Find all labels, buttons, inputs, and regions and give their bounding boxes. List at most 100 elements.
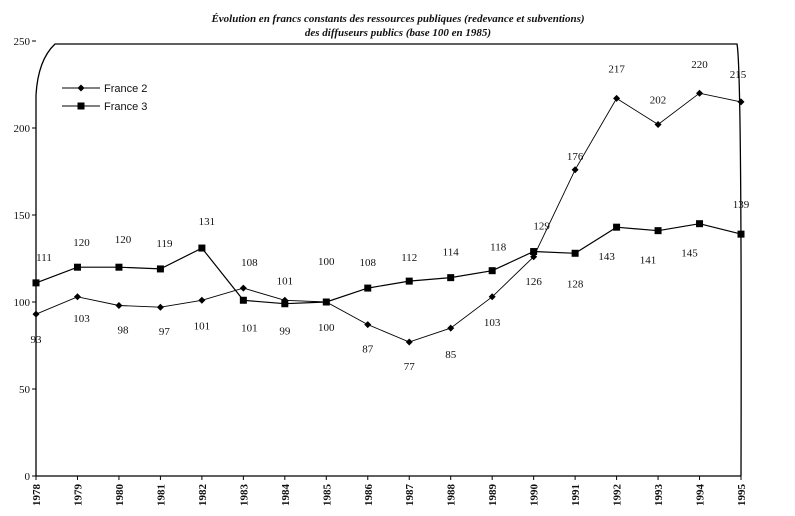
- x-tick-label: 1980: [114, 484, 126, 507]
- point-france-3: [571, 249, 579, 257]
- point-france-2: [530, 253, 538, 261]
- point-france-2: [198, 296, 206, 304]
- x-tick-label: 1979: [72, 484, 84, 507]
- x-tick-label: 1987: [404, 484, 416, 507]
- data-label-france-3: 128: [567, 278, 584, 290]
- data-label-france-3: 100: [318, 322, 335, 334]
- data-label-france-2: 98: [117, 324, 129, 336]
- point-france-2: [156, 303, 164, 311]
- x-tick-label: 1988: [446, 484, 458, 507]
- data-label-france-3: 101: [241, 322, 258, 334]
- point-france-3: [156, 265, 164, 273]
- x-tick-label: 1991: [570, 484, 582, 506]
- y-tick-label: 150: [14, 210, 31, 222]
- data-label-france-3: 129: [533, 221, 550, 233]
- data-label-france-2: 103: [73, 313, 90, 325]
- data-label-france-3: 112: [401, 252, 417, 264]
- x-tick-label: 1981: [155, 484, 167, 506]
- legend-label-france-2: France 2: [104, 83, 147, 95]
- x-tick-label: 1992: [612, 484, 624, 507]
- point-france-3: [405, 277, 413, 285]
- data-label-france-3: 99: [279, 326, 291, 338]
- point-france-3: [737, 230, 745, 238]
- x-tick-label: 1993: [653, 484, 665, 507]
- point-france-3: [198, 244, 206, 252]
- series-line-france-3: [35, 223, 742, 305]
- point-france-3: [447, 274, 455, 282]
- data-label-france-3: 111: [36, 252, 52, 264]
- data-label-france-2: 100: [318, 256, 335, 268]
- x-tick-label: 1985: [321, 484, 333, 507]
- legend-item-france-3: France 3: [62, 101, 147, 113]
- point-france-2: [73, 293, 81, 301]
- data-label-france-2: 217: [608, 63, 625, 75]
- x-tick-label: 1995: [736, 484, 748, 507]
- point-france-3: [654, 227, 662, 235]
- y-tick-label: 0: [25, 471, 31, 483]
- point-france-3: [281, 300, 289, 308]
- chart-subtitle: des diffuseurs publics (base 100 en 1985…: [305, 27, 491, 39]
- data-label-france-2: 87: [362, 344, 374, 356]
- x-tick-label: 1989: [487, 484, 499, 507]
- data-label-france-3: 141: [640, 255, 657, 267]
- series-line-france-2: [35, 92, 742, 343]
- data-label-france-2: 176: [567, 151, 584, 163]
- data-label-france-2: 97: [159, 326, 171, 338]
- data-label-france-3: 108: [360, 257, 377, 269]
- y-tick-label: 200: [14, 123, 31, 135]
- x-tick-label: 1982: [197, 484, 209, 507]
- legend-marker-square: [77, 102, 85, 110]
- point-france-2: [32, 310, 40, 318]
- data-label-france-2: 101: [277, 275, 294, 287]
- data-labels: 93 103 98 97 101 108 101 100 87 77 85 103 126 176 217 2…: [31, 59, 750, 373]
- point-france-2: [696, 89, 704, 97]
- data-label-france-3: 120: [115, 234, 132, 246]
- point-france-2: [488, 293, 496, 301]
- legend: France 2 France 3: [62, 83, 147, 113]
- plot-frame: [35, 43, 742, 477]
- data-label-france-2: 101: [194, 320, 211, 332]
- data-label-france-3: 131: [199, 216, 216, 228]
- x-tick-label: 1984: [280, 484, 292, 507]
- x-tick-label: 1986: [363, 484, 375, 507]
- data-label-france-2: 93: [31, 334, 43, 346]
- data-label-france-2: 108: [241, 257, 258, 269]
- point-france-2: [737, 98, 745, 106]
- data-label-france-3: 139: [733, 199, 750, 211]
- series-layer: [32, 89, 745, 346]
- data-label-france-2: 103: [484, 317, 501, 329]
- data-label-france-2: 126: [525, 276, 542, 288]
- data-label-france-2: 77: [404, 361, 416, 373]
- data-label-france-2: 220: [691, 59, 708, 71]
- legend-item-france-2: France 2: [62, 83, 147, 95]
- y-tick-label: 100: [14, 297, 31, 309]
- y-tick-label: 250: [14, 36, 31, 48]
- x-tick-label: 1983: [238, 484, 250, 507]
- point-france-3: [239, 296, 247, 304]
- data-label-france-3: 114: [443, 247, 460, 259]
- point-france-3: [530, 248, 538, 256]
- point-france-2: [115, 301, 123, 309]
- chart-title: Évolution en francs constants des ressou…: [210, 13, 584, 25]
- point-france-2: [364, 321, 372, 329]
- x-tick-label: 1978: [31, 484, 43, 507]
- y-axis: 0 50 100 150 200 250: [14, 36, 36, 483]
- x-axis-ticks: 1978 1979 1980 1981 1982 1983 1984 1985 1986 1987…: [31, 476, 748, 506]
- x-tick-label: 1990: [529, 484, 541, 507]
- point-france-3: [488, 267, 496, 275]
- data-label-france-3: 145: [681, 248, 698, 260]
- point-france-3: [613, 223, 621, 231]
- data-label-france-3: 118: [490, 242, 507, 254]
- point-france-2: [654, 121, 662, 129]
- data-label-france-2: 215: [730, 69, 747, 81]
- data-label-france-3: 143: [598, 251, 615, 263]
- x-tick-label: 1994: [695, 484, 707, 507]
- point-france-3: [364, 284, 372, 292]
- point-france-3: [696, 220, 704, 228]
- point-france-3: [73, 263, 81, 271]
- data-label-france-3: 120: [73, 237, 90, 249]
- legend-label-france-3: France 3: [104, 101, 147, 113]
- y-tick-label: 50: [19, 384, 31, 396]
- data-label-france-2: 202: [650, 95, 667, 107]
